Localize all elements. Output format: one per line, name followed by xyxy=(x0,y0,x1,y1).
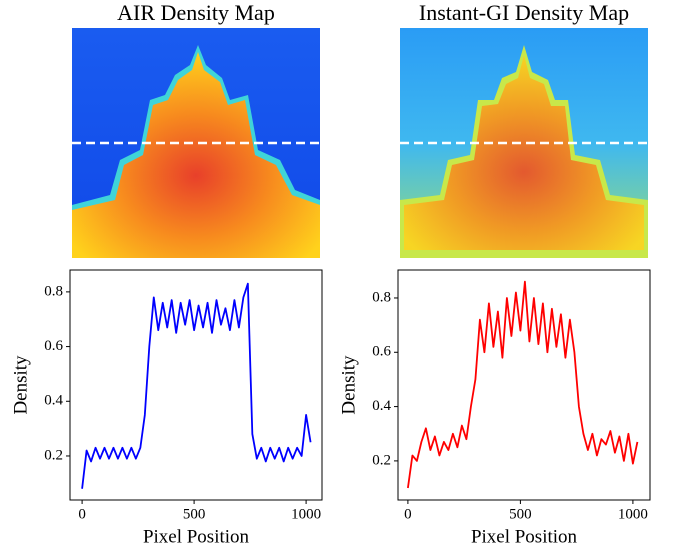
x-tick-label: 0 xyxy=(404,506,412,522)
y-tick-label: 0.8 xyxy=(372,289,391,305)
x-tick-label: 500 xyxy=(509,506,532,522)
y-axis-label: Density xyxy=(10,355,31,415)
data-line xyxy=(407,280,639,489)
instant-gi-map xyxy=(400,28,648,258)
air-map xyxy=(72,28,320,258)
x-axis-label: Pixel Position xyxy=(471,526,578,547)
y-tick-label: 0.2 xyxy=(372,452,391,468)
y-axis-label: Density xyxy=(338,355,359,415)
y-tick-label: 0.6 xyxy=(372,344,391,360)
image-title: Instant-GI Density Map xyxy=(419,0,629,25)
x-axis-label: Pixel Position xyxy=(143,526,250,547)
x-tick-label: 1000 xyxy=(618,506,648,522)
plot-frame xyxy=(69,269,323,501)
y-tick-label: 0.4 xyxy=(372,398,391,414)
x-tick-label: 0 xyxy=(78,506,86,522)
y-tick-label: 0.6 xyxy=(44,338,63,354)
y-tick-label: 0.4 xyxy=(44,393,63,409)
y-tick-label: 0.8 xyxy=(44,283,63,299)
y-tick-label: 0.2 xyxy=(44,447,63,463)
plot-frame xyxy=(397,269,651,501)
data-line xyxy=(81,282,312,489)
image-title: AIR Density Map xyxy=(117,0,275,25)
x-tick-label: 500 xyxy=(183,506,206,522)
x-tick-label: 1000 xyxy=(291,506,321,522)
